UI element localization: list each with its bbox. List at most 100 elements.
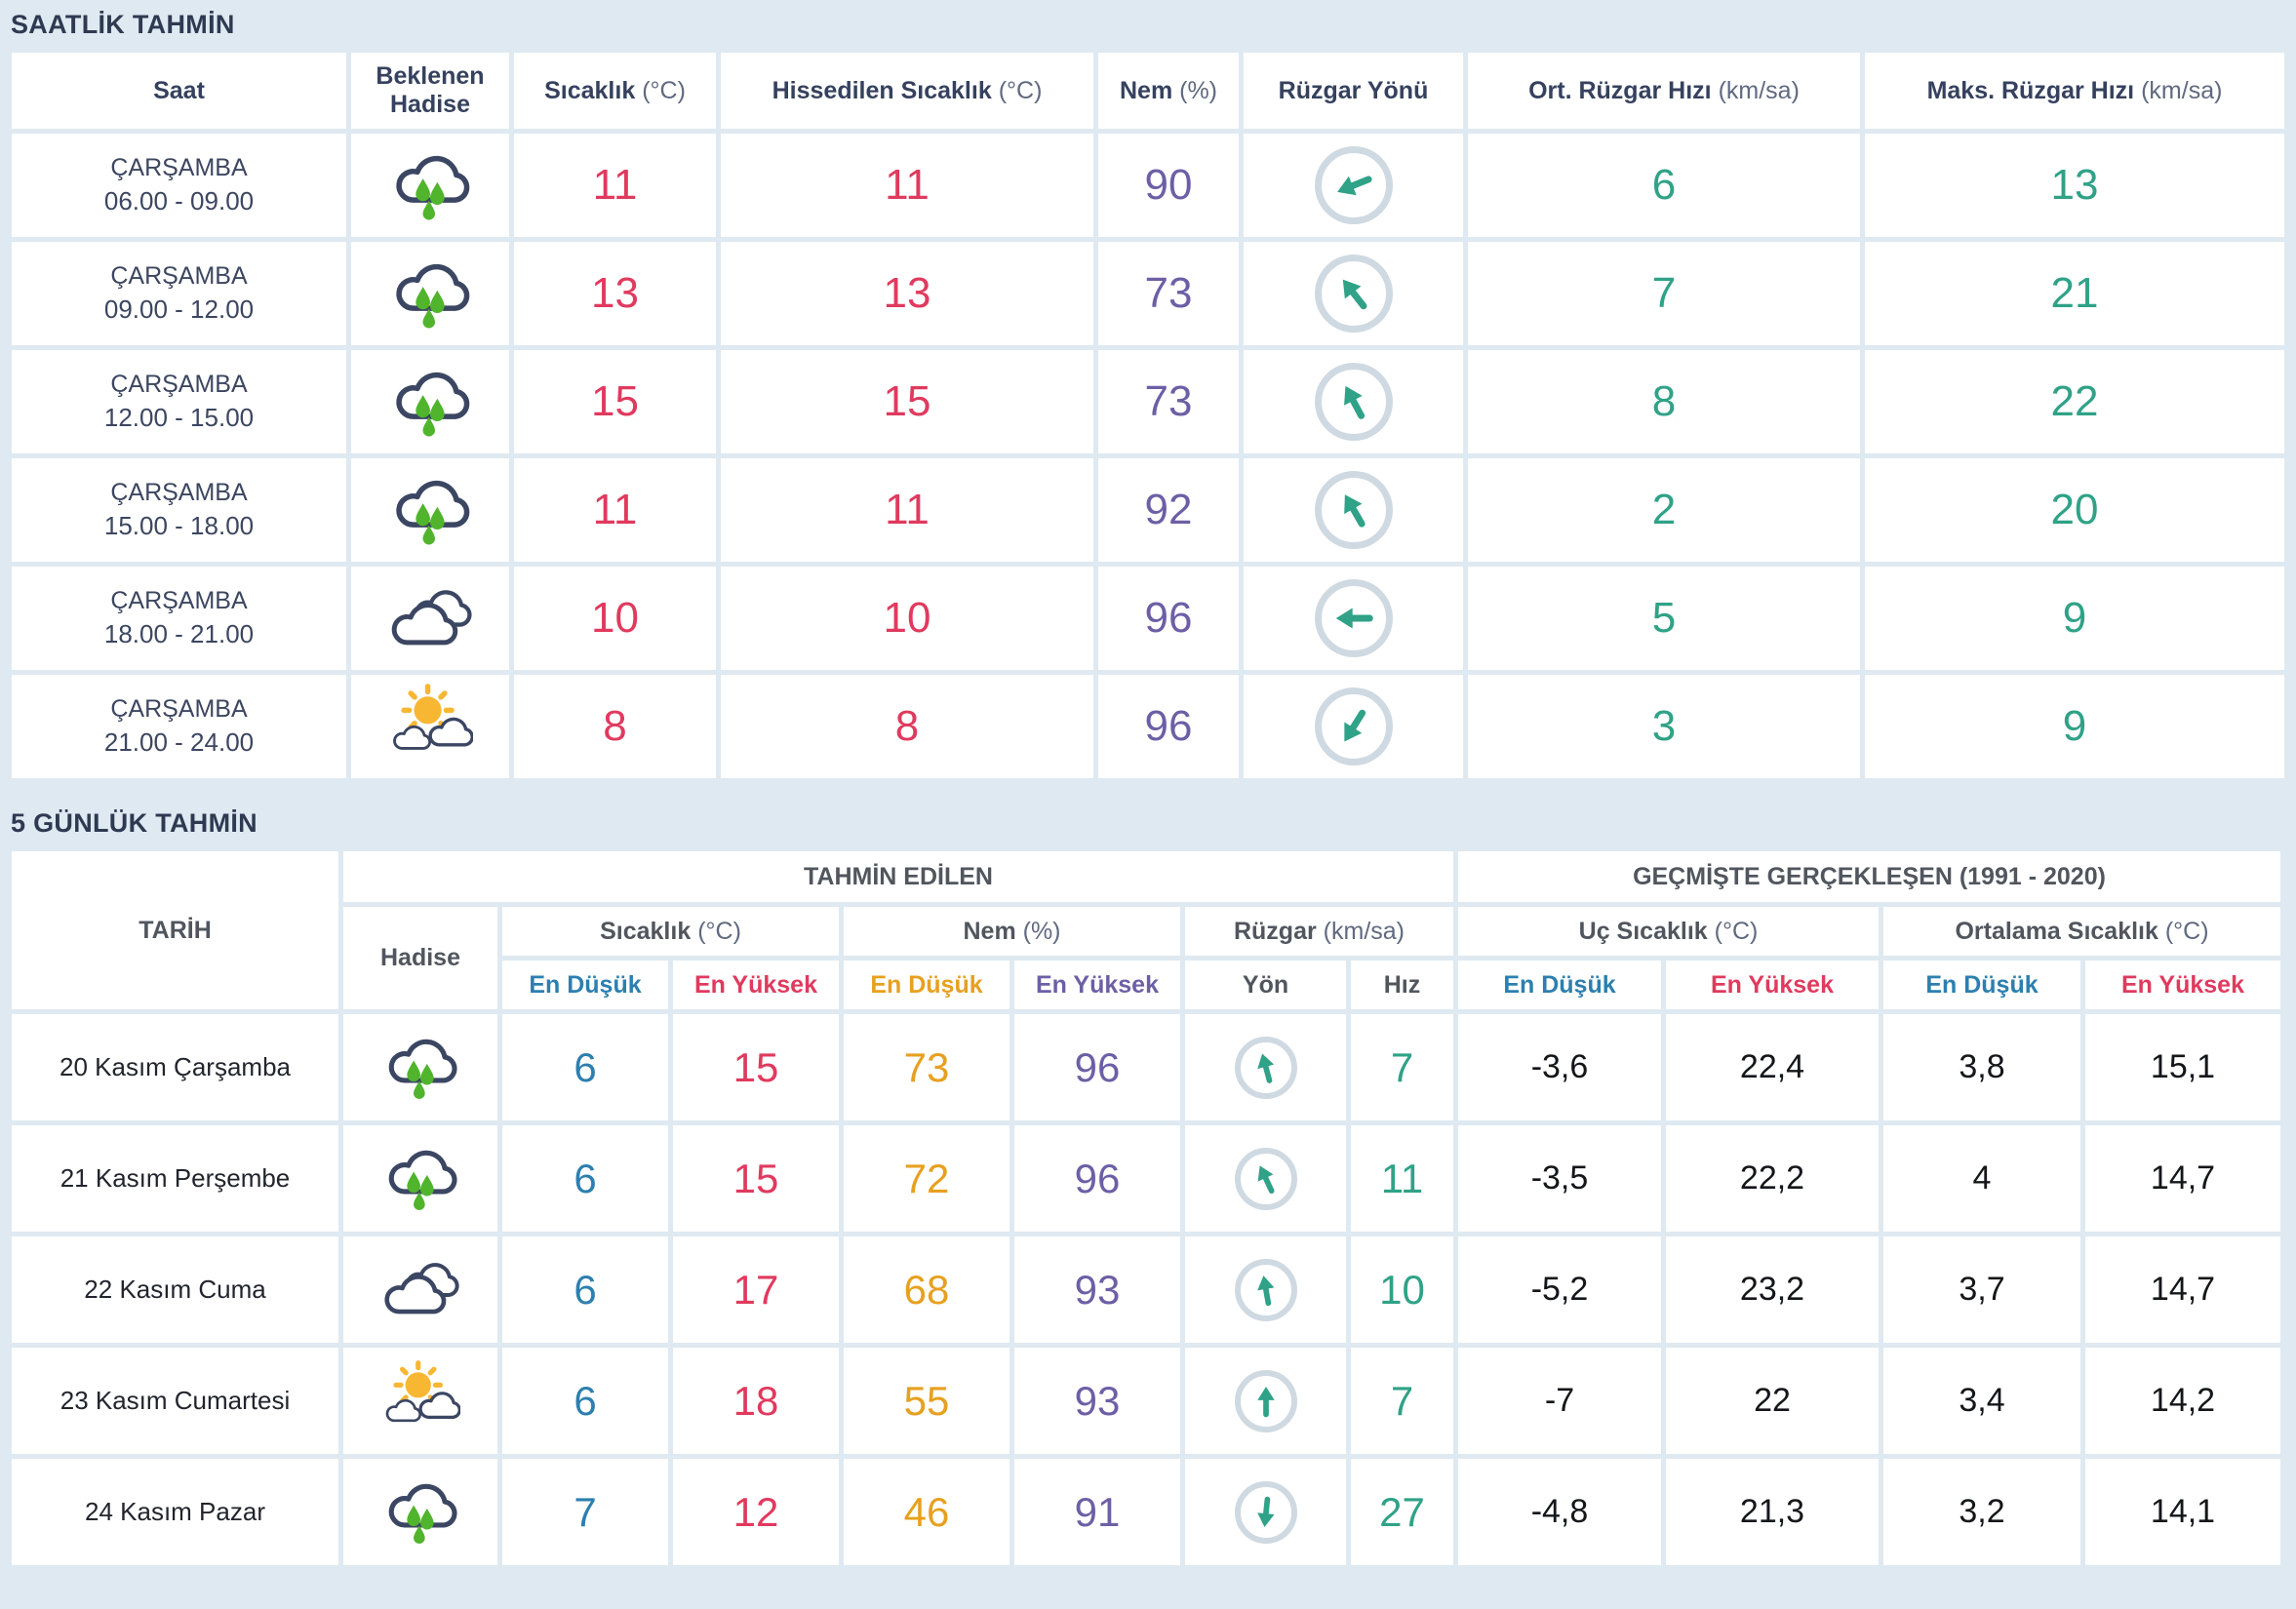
temp-max-value: 12 bbox=[673, 1459, 839, 1565]
avg-wind-speed-value: 5 bbox=[1468, 567, 1860, 670]
wind-direction-icon bbox=[1234, 1480, 1297, 1544]
wind-speed-value: 11 bbox=[1351, 1125, 1453, 1232]
max-wind-speed-value: 20 bbox=[1865, 458, 2284, 562]
condition-cell bbox=[343, 1125, 497, 1232]
temp-max-value: 15 bbox=[673, 1125, 839, 1232]
hours-label: 12.00 - 15.00 bbox=[103, 403, 255, 432]
time-slot-cell: ÇARŞAMBA 18.00 - 21.00 bbox=[12, 567, 346, 670]
partly-sunny-icon bbox=[380, 1358, 460, 1438]
feels-like-value: 13 bbox=[721, 242, 1093, 345]
daily-row: 24 Kasım Pazar 7 12 46 91 27 -4,8 21,3 3… bbox=[12, 1459, 2280, 1565]
max-wind-speed-value: 9 bbox=[1865, 567, 2284, 670]
hours-label: 21.00 - 24.00 bbox=[103, 727, 255, 757]
wind-direction-icon bbox=[1314, 687, 1393, 765]
temperature-value: 10 bbox=[514, 567, 716, 670]
day-label: ÇARŞAMBA bbox=[110, 154, 248, 181]
time-slot-cell: ÇARŞAMBA 06.00 - 09.00 bbox=[12, 134, 346, 237]
daily-header-group-row: TARİH TAHMİN EDİLEN GEÇMİŞTE GERÇEKLEŞEN… bbox=[12, 851, 2280, 1009]
col-header-saat-label: Saat bbox=[153, 76, 205, 104]
avg-wind-speed-value: 7 bbox=[1468, 242, 1860, 345]
humidity-value: 96 bbox=[1098, 675, 1239, 778]
avg-max-value: 15,1 bbox=[2085, 1014, 2280, 1120]
temperature-value: 8 bbox=[514, 675, 716, 778]
wind-arrow-icon bbox=[1343, 494, 1366, 528]
condition-cell bbox=[351, 567, 509, 670]
daily-forecast-section: 5 GÜNLÜK TAHMİN TARİH TAHMİN EDİLEN GEÇM… bbox=[7, 808, 2289, 1570]
ruzgar-unit: (km/sa) bbox=[1323, 917, 1405, 945]
col-header-tarih: TARİH bbox=[12, 851, 338, 1009]
col-header-ruzgar-yonu: Rüzgar Yönü bbox=[1244, 53, 1463, 129]
col-header-hadise: Hadise bbox=[343, 907, 497, 1009]
avg-max-value: 14,7 bbox=[2085, 1236, 2280, 1343]
col-header-hadise-label: Beklenen Hadise bbox=[376, 62, 485, 118]
date-cell: 24 Kasım Pazar bbox=[12, 1459, 338, 1565]
wind-arrow-icon bbox=[1343, 709, 1366, 742]
sub-header-uc-sicaklik: Uç Sıcaklık (°C) bbox=[1458, 907, 1879, 956]
col-header-hum-max: En Yüksek bbox=[1014, 961, 1180, 1009]
sub-header-sicaklik: Sıcaklık (°C) bbox=[502, 907, 839, 956]
avg-min-value: 4 bbox=[1883, 1125, 2080, 1232]
sicaklik-unit: (°C) bbox=[642, 76, 686, 104]
wind-direction-icon bbox=[1314, 579, 1393, 657]
max-wind-speed-value: 21 bbox=[1865, 242, 2284, 345]
daily-row: 20 Kasım Çarşamba 6 15 73 96 7 -3,6 22,4… bbox=[12, 1014, 2280, 1120]
wind-arrow-icon bbox=[1256, 1275, 1274, 1306]
wind-direction-cell bbox=[1185, 1125, 1346, 1232]
wind-direction-cell bbox=[1244, 567, 1463, 670]
wind-direction-icon bbox=[1234, 1036, 1297, 1099]
hissedilen-unit: (°C) bbox=[998, 76, 1043, 104]
rain-icon bbox=[387, 465, 473, 551]
condition-cell bbox=[343, 1236, 497, 1343]
wind-direction-icon bbox=[1234, 1147, 1297, 1210]
cloudy-icon bbox=[380, 1247, 460, 1327]
hum-min-value: 46 bbox=[844, 1459, 1009, 1565]
condition-cell bbox=[343, 1014, 497, 1120]
wind-direction-cell bbox=[1244, 675, 1463, 778]
extreme-min-value: -4,8 bbox=[1458, 1459, 1661, 1565]
avg-wind-speed-value: 6 bbox=[1468, 134, 1860, 237]
wind-direction-cell bbox=[1185, 1348, 1346, 1454]
extreme-max-value: 21,3 bbox=[1666, 1459, 1879, 1565]
daily-row: 23 Kasım Cumartesi 6 18 55 93 7 -7 22 3,… bbox=[12, 1348, 2280, 1454]
extreme-min-value: -3,5 bbox=[1458, 1125, 1661, 1232]
humidity-value: 96 bbox=[1098, 567, 1239, 670]
humidity-value: 73 bbox=[1098, 242, 1239, 345]
time-slot-cell: ÇARŞAMBA 21.00 - 24.00 bbox=[12, 675, 346, 778]
wind-direction-icon bbox=[1314, 255, 1393, 333]
hum-min-value: 55 bbox=[844, 1348, 1009, 1454]
hum-min-value: 73 bbox=[844, 1014, 1009, 1120]
hum-max-value: 96 bbox=[1014, 1014, 1180, 1120]
avg-wind-speed-value: 2 bbox=[1468, 458, 1860, 562]
temp-min-value: 7 bbox=[502, 1459, 668, 1565]
time-slot-cell: ÇARŞAMBA 15.00 - 18.00 bbox=[12, 458, 346, 562]
col-header-maks-ruzgar-hizi: Maks. Rüzgar Hızı (km/sa) bbox=[1865, 53, 2284, 129]
wind-direction-icon bbox=[1234, 1369, 1297, 1432]
wind-arrow-icon bbox=[1256, 1386, 1275, 1417]
temperature-value: 13 bbox=[514, 242, 716, 345]
wind-speed-value: 27 bbox=[1351, 1459, 1453, 1565]
humidity-value: 90 bbox=[1098, 134, 1239, 237]
wind-direction-icon bbox=[1314, 471, 1393, 549]
feels-like-value: 10 bbox=[721, 567, 1093, 670]
sub-header-ruzgar: Rüzgar (km/sa) bbox=[1185, 907, 1453, 956]
maks-unit: (km/sa) bbox=[2141, 76, 2223, 104]
avg-min-value: 3,7 bbox=[1883, 1236, 2080, 1343]
wind-arrow-icon bbox=[1256, 1496, 1275, 1527]
daily-forecast-table: TARİH TAHMİN EDİLEN GEÇMİŞTE GERÇEKLEŞEN… bbox=[7, 846, 2285, 1570]
day-label: ÇARŞAMBA bbox=[110, 695, 248, 723]
extreme-min-value: -5,2 bbox=[1458, 1236, 1661, 1343]
wind-direction-icon bbox=[1234, 1258, 1297, 1321]
hourly-row: ÇARŞAMBA 12.00 - 15.00 15 15 73 8 22 bbox=[12, 350, 2284, 453]
extreme-max-value: 22,4 bbox=[1666, 1014, 1879, 1120]
wind-direction-cell bbox=[1244, 242, 1463, 345]
wind-speed-value: 7 bbox=[1351, 1348, 1453, 1454]
temp-max-value: 17 bbox=[673, 1236, 839, 1343]
wind-arrow-icon bbox=[1336, 176, 1372, 196]
daily-header-leaf-row: En Düşük En Yüksek En Düşük En Yüksek Yö… bbox=[12, 961, 2280, 1009]
col-header-avg-max: En Yüksek bbox=[2085, 961, 2280, 1009]
hours-label: 15.00 - 18.00 bbox=[103, 511, 255, 540]
max-wind-speed-value: 9 bbox=[1865, 675, 2284, 778]
time-slot-cell: ÇARŞAMBA 09.00 - 12.00 bbox=[12, 242, 346, 345]
date-cell: 21 Kasım Perşembe bbox=[12, 1125, 338, 1232]
condition-cell bbox=[343, 1459, 497, 1565]
